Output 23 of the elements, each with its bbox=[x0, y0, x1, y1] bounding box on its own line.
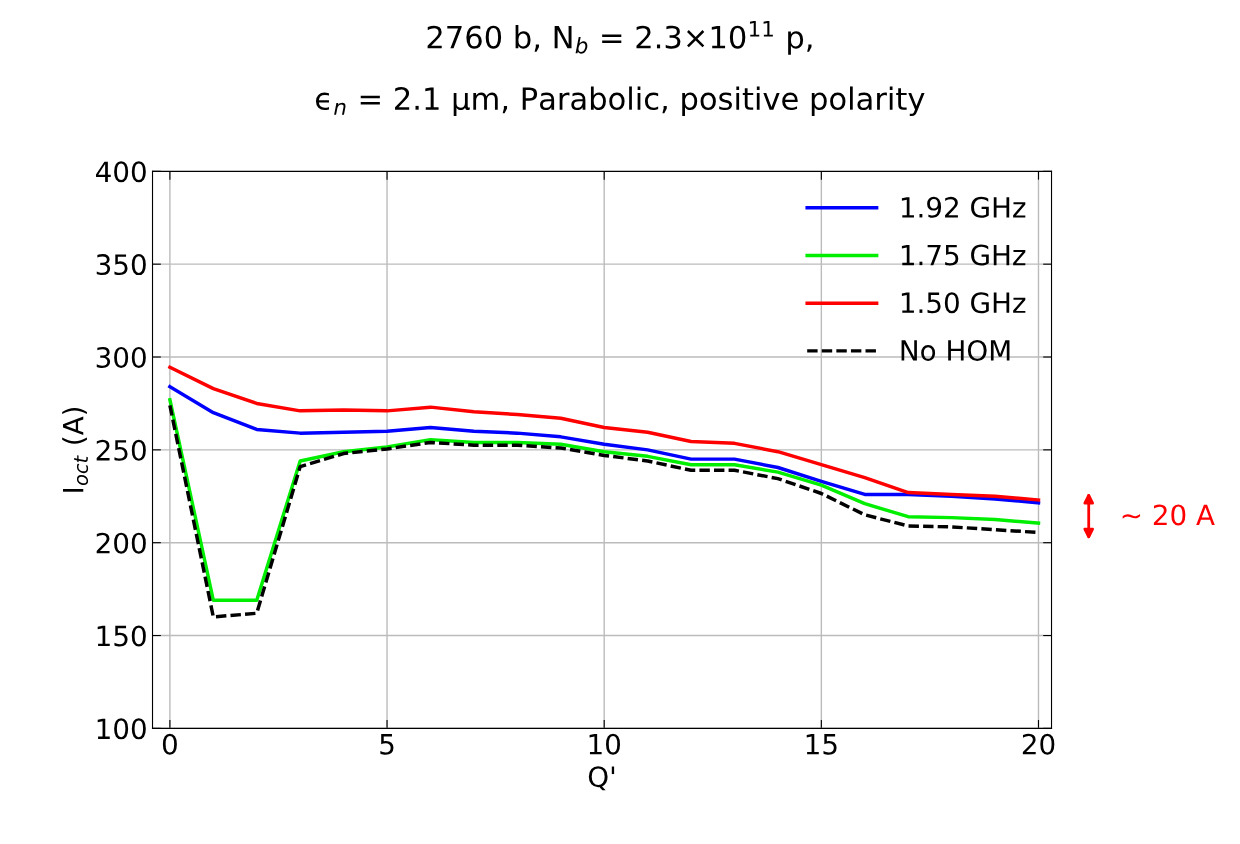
y-tick-label: 250 bbox=[96, 439, 146, 461]
y-tick-label: 300 bbox=[96, 346, 146, 368]
x-tick-label: 10 bbox=[589, 733, 621, 755]
y-tick-label: 100 bbox=[97, 718, 146, 740]
legend-label: 1.92 GHz bbox=[901, 196, 1026, 218]
y-tick-label: 200 bbox=[96, 532, 146, 554]
x-tick-label: 15 bbox=[806, 734, 837, 755]
y-tick-label: 150 bbox=[97, 625, 146, 647]
y-tick-label: 350 bbox=[96, 254, 146, 276]
text: ~ 20 A bbox=[1122, 504, 1215, 526]
chart-title: 2760 b, N$_{b}$ = 2.3×10$^{11}$ p, bbox=[427, 21, 812, 55]
line-series bbox=[168, 384, 1041, 505]
y-tick-label: 400 bbox=[96, 161, 146, 183]
legend-label: 1.50 GHz bbox=[901, 292, 1026, 314]
y-axis-title: I$_{oct}$ (A) bbox=[62, 407, 89, 492]
x-tick-label: 0 bbox=[162, 733, 177, 755]
legend-label: No HOM bbox=[901, 339, 1010, 361]
chart-subtitle: ϵ$_{n}$ = 2.1 μm, Parabolic, positive polarity bbox=[315, 86, 925, 117]
x-tick-label: 5 bbox=[380, 734, 394, 755]
line-series bbox=[168, 365, 1041, 502]
x-axis-title: Q' bbox=[588, 766, 615, 791]
legend-label: 1.75 GHz bbox=[901, 244, 1026, 266]
x-tick-label: 20 bbox=[1022, 733, 1055, 755]
